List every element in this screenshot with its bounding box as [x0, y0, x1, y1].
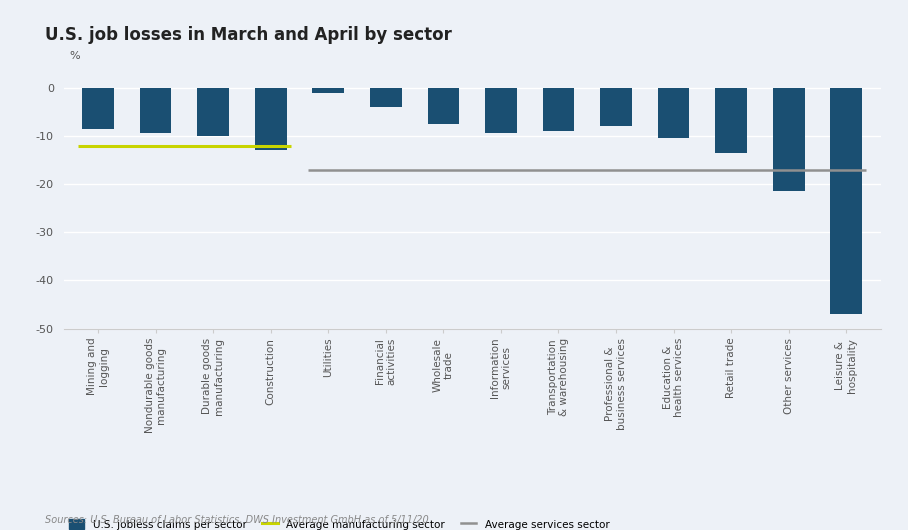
Bar: [657, 87, 689, 138]
Bar: [831, 87, 862, 314]
Legend: U.S. jobless claims per sector, Average manufacturing sector, Average services s: U.S. jobless claims per sector, Average …: [69, 519, 609, 529]
Bar: [543, 87, 575, 131]
Bar: [773, 87, 804, 191]
Bar: [140, 87, 172, 134]
Bar: [716, 87, 747, 153]
Bar: [370, 87, 401, 107]
Bar: [197, 87, 229, 136]
Bar: [428, 87, 459, 124]
Text: Sources: U.S. Bureau of Labor Statistics, DWS Investment GmbH as of 5/11/20: Sources: U.S. Bureau of Labor Statistics…: [45, 515, 429, 525]
Bar: [255, 87, 287, 151]
Text: %: %: [69, 51, 80, 61]
Text: U.S. job losses in March and April by sector: U.S. job losses in March and April by se…: [45, 26, 452, 45]
Bar: [312, 87, 344, 93]
Bar: [485, 87, 517, 134]
Bar: [83, 87, 114, 129]
Bar: [600, 87, 632, 126]
